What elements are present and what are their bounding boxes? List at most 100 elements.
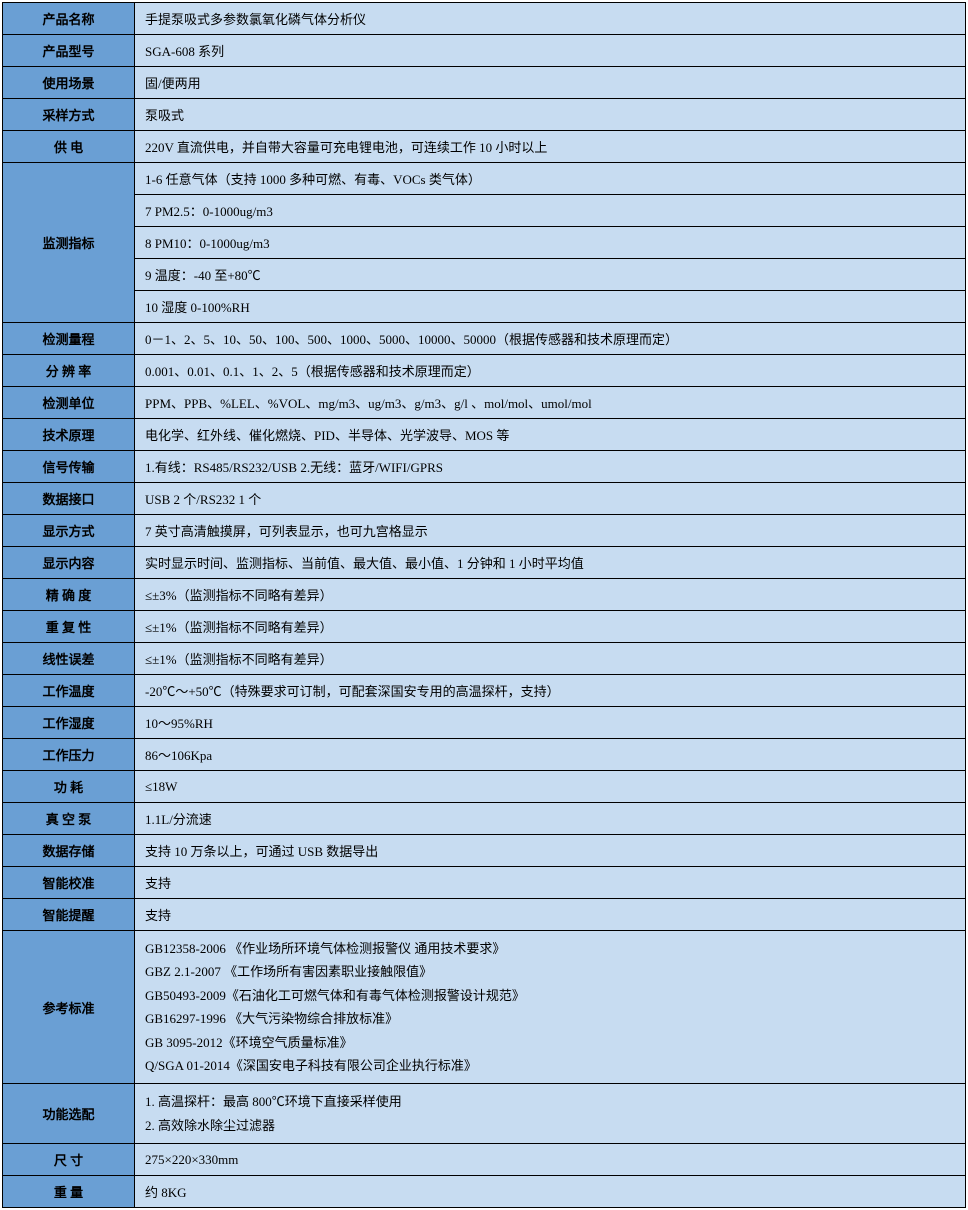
- row-label: 智能提醒: [3, 899, 135, 931]
- row-value: 7 英寸高清触摸屏，可列表显示，也可九宫格显示: [135, 515, 966, 547]
- row-label: 显示方式: [3, 515, 135, 547]
- row-value: 1.1L/分流速: [135, 803, 966, 835]
- standard-line: Q/SGA 01-2014《深国安电子科技有限公司企业执行标准》: [145, 1054, 955, 1077]
- row-value: 手提泵吸式多参数氯氧化磷气体分析仪: [135, 3, 966, 35]
- table-row: 显示内容 实时显示时间、监测指标、当前值、最大值、最小值、1 分钟和 1 小时平…: [3, 547, 966, 579]
- row-value: 支持: [135, 867, 966, 899]
- row-label: 产品型号: [3, 35, 135, 67]
- row-label: 分 辨 率: [3, 355, 135, 387]
- standard-line: GB50493-2009《石油化工可燃气体和有毒气体检测报警设计规范》: [145, 984, 955, 1007]
- table-row: 工作湿度 10～95%RH: [3, 707, 966, 739]
- table-row: 线性误差 ≤±1%（监测指标不同略有差异）: [3, 643, 966, 675]
- row-value: 1. 高温探杆：最高 800℃环境下直接采样使用 2. 高效除水除尘过滤器: [135, 1084, 966, 1144]
- table-row: 精 确 度 ≤±3%（监测指标不同略有差异）: [3, 579, 966, 611]
- row-value: GB12358-2006 《作业场所环境气体检测报警仪 通用技术要求》 GBZ …: [135, 931, 966, 1084]
- row-label: 工作温度: [3, 675, 135, 707]
- table-row: 监测指标 1-6 任意气体（支持 1000 多种可燃、有毒、VOCs 类气体）: [3, 163, 966, 195]
- row-label: 线性误差: [3, 643, 135, 675]
- standard-line: GB 3095-2012《环境空气质量标准》: [145, 1031, 955, 1054]
- row-value: 275×220×330mm: [135, 1144, 966, 1176]
- row-value: 220V 直流供电，并自带大容量可充电锂电池，可连续工作 10 小时以上: [135, 131, 966, 163]
- row-label: 监测指标: [3, 163, 135, 323]
- row-label: 采样方式: [3, 99, 135, 131]
- table-row: 重 量 约 8KG: [3, 1176, 966, 1208]
- row-label: 数据接口: [3, 483, 135, 515]
- row-label: 供 电: [3, 131, 135, 163]
- row-value: 0－1、2、5、10、50、100、500、1000、5000、10000、50…: [135, 323, 966, 355]
- table-row: 10 湿度 0-100%RH: [3, 291, 966, 323]
- row-value: 7 PM2.5：0-1000ug/m3: [135, 195, 966, 227]
- option-line: 1. 高温探杆：最高 800℃环境下直接采样使用: [145, 1090, 955, 1113]
- row-label: 功 耗: [3, 771, 135, 803]
- row-label: 检测单位: [3, 387, 135, 419]
- row-value: ≤±3%（监测指标不同略有差异）: [135, 579, 966, 611]
- table-row: 检测单位 PPM、PPB、%LEL、%VOL、mg/m3、ug/m3、g/m3、…: [3, 387, 966, 419]
- table-row: 7 PM2.5：0-1000ug/m3: [3, 195, 966, 227]
- row-value: 1-6 任意气体（支持 1000 多种可燃、有毒、VOCs 类气体）: [135, 163, 966, 195]
- row-label: 真 空 泵: [3, 803, 135, 835]
- row-label: 工作压力: [3, 739, 135, 771]
- row-label: 产品名称: [3, 3, 135, 35]
- row-value: ≤18W: [135, 771, 966, 803]
- table-row: 功 耗 ≤18W: [3, 771, 966, 803]
- row-label: 显示内容: [3, 547, 135, 579]
- row-value: 约 8KG: [135, 1176, 966, 1208]
- row-label: 使用场景: [3, 67, 135, 99]
- table-row: 信号传输 1.有线：RS485/RS232/USB 2.无线：蓝牙/WIFI/G…: [3, 451, 966, 483]
- row-label: 智能校准: [3, 867, 135, 899]
- table-row: 智能校准 支持: [3, 867, 966, 899]
- table-row: 采样方式 泵吸式: [3, 99, 966, 131]
- row-value: 泵吸式: [135, 99, 966, 131]
- table-row: 功能选配 1. 高温探杆：最高 800℃环境下直接采样使用 2. 高效除水除尘过…: [3, 1084, 966, 1144]
- row-value: 固/便两用: [135, 67, 966, 99]
- row-label: 参考标准: [3, 931, 135, 1084]
- row-label: 数据存储: [3, 835, 135, 867]
- row-label: 重 复 性: [3, 611, 135, 643]
- spec-table-body: 产品名称 手提泵吸式多参数氯氧化磷气体分析仪 产品型号 SGA-608 系列 使…: [3, 3, 966, 1208]
- standard-line: GB12358-2006 《作业场所环境气体检测报警仪 通用技术要求》: [145, 937, 955, 960]
- table-row: 产品型号 SGA-608 系列: [3, 35, 966, 67]
- row-label: 重 量: [3, 1176, 135, 1208]
- row-value: ≤±1%（监测指标不同略有差异）: [135, 643, 966, 675]
- table-row: 重 复 性 ≤±1%（监测指标不同略有差异）: [3, 611, 966, 643]
- row-value: 10～95%RH: [135, 707, 966, 739]
- table-row: 产品名称 手提泵吸式多参数氯氧化磷气体分析仪: [3, 3, 966, 35]
- table-row: 检测量程 0－1、2、5、10、50、100、500、1000、5000、100…: [3, 323, 966, 355]
- row-value: 9 温度：-40 至+80℃: [135, 259, 966, 291]
- row-label: 技术原理: [3, 419, 135, 451]
- option-line: 2. 高效除水除尘过滤器: [145, 1114, 955, 1137]
- row-value: 86～106Kpa: [135, 739, 966, 771]
- row-value: 实时显示时间、监测指标、当前值、最大值、最小值、1 分钟和 1 小时平均值: [135, 547, 966, 579]
- row-value: 0.001、0.01、0.1、1、2、5（根据传感器和技术原理而定）: [135, 355, 966, 387]
- table-row: 使用场景 固/便两用: [3, 67, 966, 99]
- row-value: 8 PM10：0-1000ug/m3: [135, 227, 966, 259]
- standard-line: GBZ 2.1-2007 《工作场所有害因素职业接触限值》: [145, 960, 955, 983]
- table-row: 数据接口 USB 2 个/RS232 1 个: [3, 483, 966, 515]
- row-label: 信号传输: [3, 451, 135, 483]
- row-label: 尺 寸: [3, 1144, 135, 1176]
- table-row: 分 辨 率 0.001、0.01、0.1、1、2、5（根据传感器和技术原理而定）: [3, 355, 966, 387]
- table-row: 参考标准 GB12358-2006 《作业场所环境气体检测报警仪 通用技术要求》…: [3, 931, 966, 1084]
- table-row: 技术原理 电化学、红外线、催化燃烧、PID、半导体、光学波导、MOS 等: [3, 419, 966, 451]
- table-row: 9 温度：-40 至+80℃: [3, 259, 966, 291]
- row-value: -20℃～+50℃（特殊要求可订制，可配套深国安专用的高温探杆，支持）: [135, 675, 966, 707]
- row-value: 支持: [135, 899, 966, 931]
- row-value: ≤±1%（监测指标不同略有差异）: [135, 611, 966, 643]
- row-value: PPM、PPB、%LEL、%VOL、mg/m3、ug/m3、g/m3、g/l 、…: [135, 387, 966, 419]
- row-label: 检测量程: [3, 323, 135, 355]
- row-value: SGA-608 系列: [135, 35, 966, 67]
- row-label: 功能选配: [3, 1084, 135, 1144]
- table-row: 真 空 泵 1.1L/分流速: [3, 803, 966, 835]
- table-row: 供 电 220V 直流供电，并自带大容量可充电锂电池，可连续工作 10 小时以上: [3, 131, 966, 163]
- table-row: 智能提醒 支持: [3, 899, 966, 931]
- row-value: 10 湿度 0-100%RH: [135, 291, 966, 323]
- table-row: 显示方式 7 英寸高清触摸屏，可列表显示，也可九宫格显示: [3, 515, 966, 547]
- row-value: 电化学、红外线、催化燃烧、PID、半导体、光学波导、MOS 等: [135, 419, 966, 451]
- table-row: 工作温度 -20℃～+50℃（特殊要求可订制，可配套深国安专用的高温探杆，支持）: [3, 675, 966, 707]
- table-row: 8 PM10：0-1000ug/m3: [3, 227, 966, 259]
- table-row: 工作压力 86～106Kpa: [3, 739, 966, 771]
- table-row: 数据存储 支持 10 万条以上，可通过 USB 数据导出: [3, 835, 966, 867]
- row-value: 1.有线：RS485/RS232/USB 2.无线：蓝牙/WIFI/GPRS: [135, 451, 966, 483]
- row-label: 精 确 度: [3, 579, 135, 611]
- table-row: 尺 寸 275×220×330mm: [3, 1144, 966, 1176]
